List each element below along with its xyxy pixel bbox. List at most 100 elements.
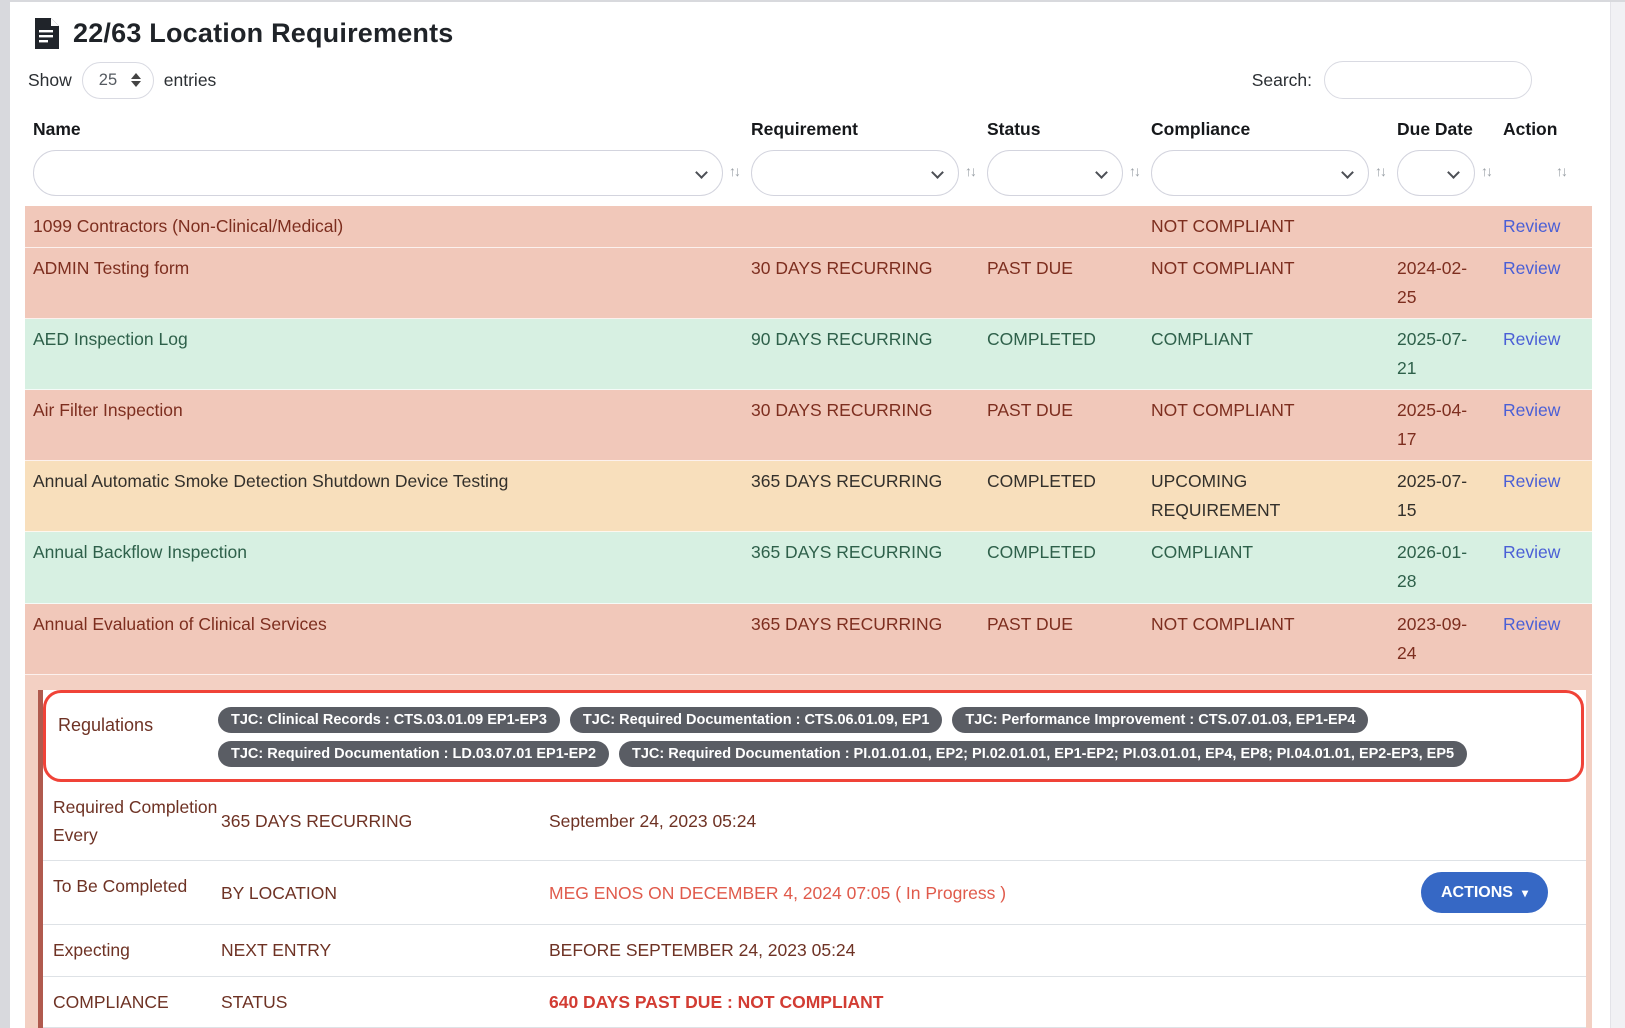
chevron-down-icon [1447, 166, 1460, 179]
sort-action-icon[interactable]: ↑↓ [1556, 163, 1568, 179]
entries-value: 25 [98, 70, 118, 89]
column-header-compliance: Compliance [1151, 119, 1251, 139]
cell-status: PAST DUE [987, 613, 1073, 634]
cell-requirement: 365 DAYS RECURRING [751, 471, 943, 492]
review-link[interactable]: Review [1503, 400, 1561, 421]
requirements-table: Name Requirement Status Compliance Due D… [25, 105, 1592, 675]
cell-status [979, 206, 1143, 247]
caret-down-icon: ▾ [1521, 885, 1528, 900]
detail-row-to-be-completed: To Be Completed BY LOCATION MEG ENOS ON … [43, 861, 1586, 926]
compliance-filter-select[interactable] [1151, 150, 1369, 196]
sort-requirement-icon[interactable]: ↑↓ [965, 163, 977, 179]
requirement-filter-select[interactable] [751, 150, 959, 196]
status-filter-select[interactable] [987, 150, 1123, 196]
detail-row-expecting: Expecting NEXT ENTRY BEFORE SEPTEMBER 24… [43, 925, 1586, 977]
cell-status: PAST DUE [987, 258, 1073, 279]
cell-action: Review [1495, 532, 1592, 602]
cell-name: ADMIN Testing form [33, 258, 190, 279]
detail-panel: Regulations TJC: Clinical Records : CTS.… [43, 689, 1586, 1028]
cell-requirement: 365 DAYS RECURRING [751, 542, 943, 563]
regulations-highlight-box: Regulations TJC: Clinical Records : CTS.… [43, 689, 1584, 782]
cell-due-date: 2025-07-21 [1397, 329, 1468, 379]
table-row[interactable]: Annual Automatic Smoke Detection Shutdow… [25, 461, 1592, 533]
cell-action: Review [1495, 390, 1592, 460]
cell-action: Review [1495, 248, 1592, 318]
page-header: 22/63 Location Requirements [10, 2, 1610, 53]
chevron-down-icon [1341, 166, 1354, 179]
detail-value: BY LOCATION [221, 882, 338, 903]
cell-due-date [1389, 206, 1495, 247]
search-input[interactable] [1324, 61, 1532, 99]
cell-due-date: 2026-01-28 [1397, 542, 1468, 592]
regulation-badge: TJC: Required Documentation : PI.01.01.0… [619, 740, 1468, 767]
column-header-name: Name [33, 119, 81, 139]
cell-due-date: 2024-02-25 [1397, 258, 1468, 308]
regulation-badge: TJC: Required Documentation : LD.03.07.0… [218, 740, 610, 767]
due-date-filter-select[interactable] [1397, 150, 1475, 196]
detail-row-required-completion: Required Completion Every 365 DAYS RECUR… [43, 782, 1586, 862]
cell-status: COMPLETED [987, 329, 1096, 350]
review-link[interactable]: Review [1503, 542, 1561, 563]
select-updown-icon [130, 73, 141, 87]
chevron-down-icon [931, 166, 944, 179]
cell-action: Review [1495, 206, 1592, 247]
detail-row-compliance: COMPLIANCE STATUS 640 DAYS PAST DUE : NO… [43, 977, 1586, 1028]
search-label: Search: [1251, 69, 1312, 90]
cell-due-date: 2025-04-17 [1397, 400, 1468, 450]
cell-name: 1099 Contractors (Non-Clinical/Medical) [33, 216, 344, 236]
regulations-label: Regulations [58, 714, 154, 735]
cell-requirement: 30 DAYS RECURRING [751, 400, 933, 421]
regulation-badge: TJC: Required Documentation : CTS.06.01.… [569, 706, 943, 733]
cell-action: Review [1495, 319, 1592, 389]
chevron-down-icon [1095, 166, 1108, 179]
review-link[interactable]: Review [1503, 613, 1561, 634]
review-link[interactable]: Review [1503, 216, 1561, 236]
cell-action: Review [1495, 461, 1592, 531]
cell-status: COMPLETED [987, 471, 1096, 492]
regulation-badge: TJC: Performance Improvement : CTS.07.01… [952, 706, 1369, 733]
entries-label: entries [163, 69, 217, 90]
column-header-requirement: Requirement [751, 119, 858, 139]
sort-compliance-icon[interactable]: ↑↓ [1375, 163, 1387, 179]
entries-per-page-select[interactable]: 25 [81, 61, 154, 99]
expanded-detail-row: Regulations TJC: Clinical Records : CTS.… [25, 674, 1592, 1028]
detail-value: BEFORE SEPTEMBER 24, 2023 05:24 [549, 940, 856, 961]
cell-requirement: 30 DAYS RECURRING [751, 258, 933, 279]
cell-requirement [743, 206, 979, 247]
cell-name: Annual Evaluation of Clinical Services [33, 613, 327, 634]
sort-due-date-icon[interactable]: ↑↓ [1481, 163, 1493, 179]
review-link[interactable]: Review [1503, 471, 1561, 492]
detail-value: 365 DAYS RECURRING [221, 810, 413, 831]
table-row[interactable]: Air Filter Inspection 30 DAYS RECURRING … [25, 390, 1592, 462]
table-row[interactable]: AED Inspection Log 90 DAYS RECURRING COM… [25, 319, 1592, 391]
actions-button[interactable]: ACTIONS ▾ [1420, 872, 1548, 914]
table-row[interactable]: 1099 Contractors (Non-Clinical/Medical) … [25, 206, 1592, 249]
review-link[interactable]: Review [1503, 329, 1561, 350]
sort-status-icon[interactable]: ↑↓ [1129, 163, 1141, 179]
sort-name-icon[interactable]: ↑↓ [729, 163, 741, 179]
cell-due-date: 2023-09-24 [1397, 613, 1468, 663]
column-header-status: Status [987, 119, 1041, 139]
table-row[interactable]: Annual Evaluation of Clinical Services 3… [25, 603, 1592, 675]
cell-status: PAST DUE [987, 400, 1073, 421]
window-left-edge [0, 2, 10, 1028]
name-filter-select[interactable] [33, 150, 723, 196]
cell-name: AED Inspection Log [33, 329, 188, 350]
table-header-row: Name Requirement Status Compliance Due D… [25, 105, 1592, 144]
cell-compliance: UPCOMING REQUIREMENT [1151, 471, 1281, 521]
cell-status: COMPLETED [987, 542, 1096, 563]
document-icon [33, 18, 59, 49]
cell-name: Annual Backflow Inspection [33, 542, 248, 563]
cell-compliance: NOT COMPLIANT [1151, 216, 1295, 236]
cell-compliance: COMPLIANT [1151, 329, 1254, 350]
detail-value: STATUS [221, 991, 288, 1012]
vertical-scrollbar[interactable] [1610, 2, 1625, 1028]
detail-value: NEXT ENTRY [221, 940, 332, 961]
table-row[interactable]: Annual Backflow Inspection 365 DAYS RECU… [25, 532, 1592, 604]
cell-due-date: 2025-07-15 [1397, 471, 1468, 521]
review-link[interactable]: Review [1503, 258, 1561, 279]
detail-label: To Be Completed [53, 876, 188, 897]
detail-label: Expecting [53, 940, 130, 961]
detail-label: Required Completion Every [53, 796, 218, 845]
table-row[interactable]: ADMIN Testing form 30 DAYS RECURRING PAS… [25, 248, 1592, 320]
